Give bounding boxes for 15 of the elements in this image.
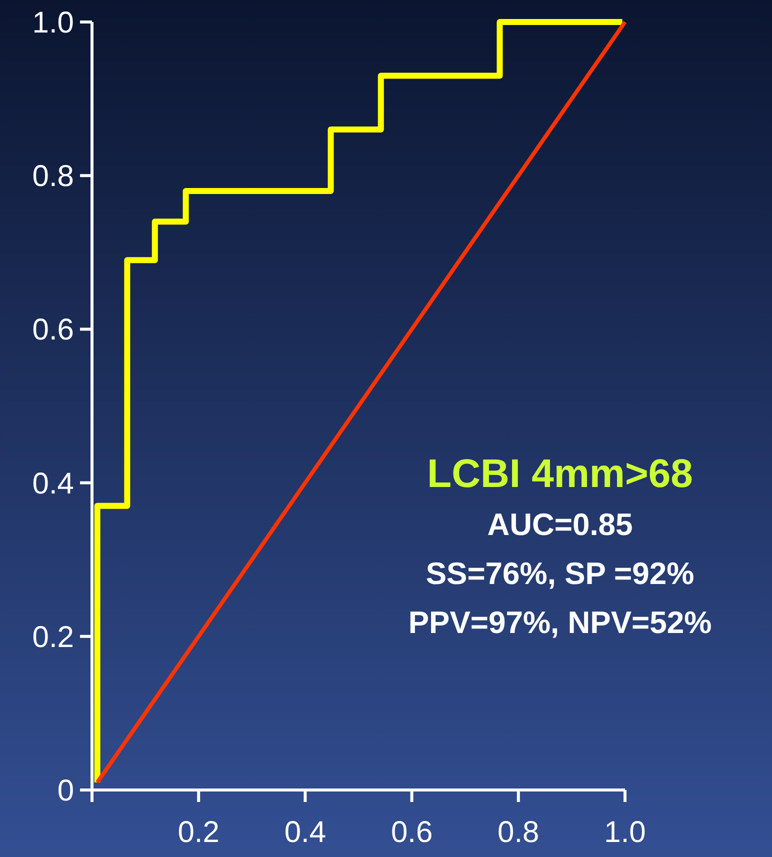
x-tick-label: 0.2: [178, 816, 220, 849]
annotation: PPV=97%, NPV=52%: [408, 605, 712, 640]
annotation: AUC=0.85: [487, 507, 633, 542]
y-tick-label: 0.6: [32, 314, 74, 347]
x-tick-label: 0.8: [498, 816, 540, 849]
x-tick-label: 0.6: [390, 816, 433, 849]
y-tick-label: 0: [57, 774, 74, 808]
y-tick-label: 0.4: [32, 467, 74, 500]
x-tick-label: 1.0: [604, 816, 646, 849]
annotation: SS=76%, SP =92%: [426, 556, 694, 591]
y-tick-label: 0.8: [32, 160, 74, 194]
y-tick-label: 0.2: [32, 620, 74, 654]
x-tick-label: 0.4: [284, 816, 326, 849]
annotation: LCBI 4mm>68: [427, 452, 693, 496]
y-tick-label: 1.0: [32, 6, 74, 40]
